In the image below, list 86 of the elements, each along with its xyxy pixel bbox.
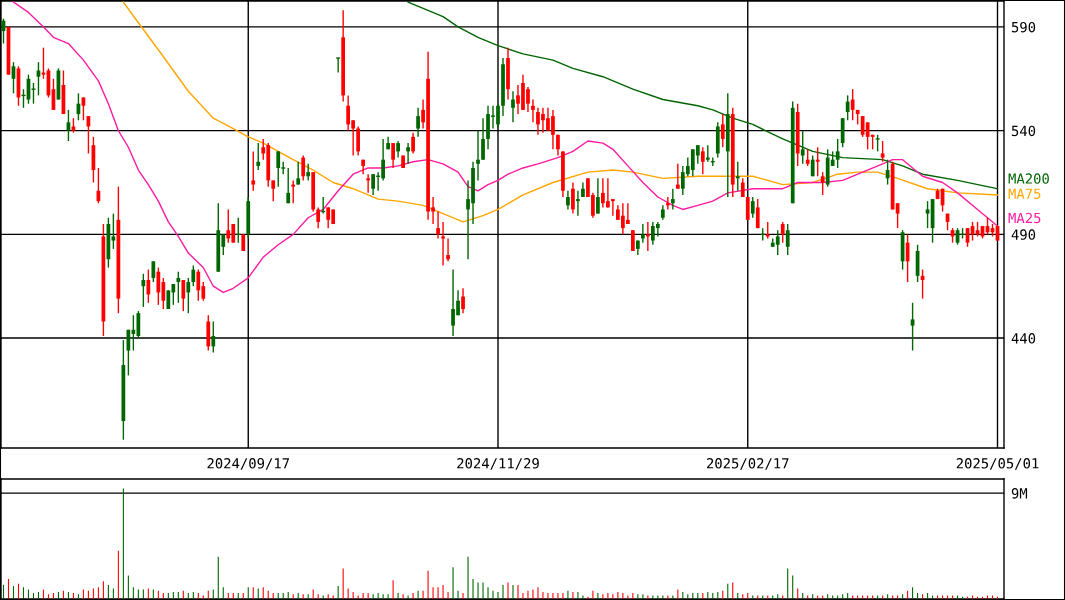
candlestick — [700, 146, 705, 175]
candlestick — [670, 188, 675, 211]
candlestick — [335, 57, 341, 74]
candlestick — [845, 94, 850, 121]
candlestick — [326, 206, 331, 229]
x-tick-label: 2024/11/29 — [457, 458, 539, 470]
candlestick — [256, 142, 261, 171]
candlestick — [411, 132, 415, 155]
candlestick — [346, 94, 351, 132]
candlestick — [141, 273, 146, 308]
y-tick-label: 540 — [1011, 125, 1036, 137]
candlestick — [186, 277, 191, 314]
candlestick — [441, 221, 445, 267]
candlestick — [910, 302, 915, 352]
candlestick — [835, 138, 840, 169]
series-label: MA25 — [1008, 212, 1041, 224]
candlestick — [640, 223, 645, 244]
series-label: MA200 — [1008, 173, 1049, 184]
candlestick — [316, 206, 321, 229]
y-tick-label: 490 — [1011, 229, 1036, 240]
y-tick-label: 590 — [1011, 21, 1036, 33]
candlestick — [111, 212, 116, 250]
x-tick-label: 2025/02/17 — [706, 458, 789, 470]
candlestick — [126, 329, 131, 377]
candlestick — [750, 196, 755, 219]
candlestick — [780, 221, 785, 244]
candlestick — [631, 229, 635, 252]
candlestick — [436, 210, 440, 240]
candlestick — [815, 146, 820, 177]
candlestick — [735, 161, 740, 192]
candlestick — [36, 61, 41, 97]
candlestick — [446, 237, 450, 263]
candlestick — [481, 117, 485, 161]
candlestick — [406, 142, 410, 165]
candlestick — [191, 264, 196, 287]
candlestick — [596, 177, 600, 215]
candlestick — [665, 196, 670, 211]
candlestick — [306, 163, 311, 182]
candlestick — [755, 198, 760, 229]
candlestick — [271, 179, 276, 202]
candlestick — [30, 82, 37, 105]
candlestick — [925, 200, 930, 229]
candlestick — [611, 198, 615, 217]
line-series — [122, 1, 999, 223]
candlestick — [775, 229, 780, 256]
candlestick — [566, 190, 570, 211]
candlestick — [146, 268, 151, 304]
candlestick — [850, 88, 855, 121]
candlestick — [745, 196, 750, 221]
candlestick — [296, 161, 301, 186]
candlestick — [196, 268, 201, 302]
candlestick — [416, 107, 420, 138]
candlestick — [655, 221, 660, 238]
candlestick — [151, 260, 156, 283]
candlestick — [366, 173, 371, 194]
candlestick — [571, 181, 575, 215]
candlestick — [181, 279, 186, 312]
candlestick — [461, 287, 465, 314]
candlestick — [251, 150, 256, 192]
candlestick — [800, 129, 805, 165]
candlestick — [211, 320, 216, 354]
candlestick — [291, 179, 296, 204]
candlestick — [820, 171, 825, 196]
candlestick — [645, 221, 650, 252]
candlestick — [276, 150, 281, 188]
series-label: MA75 — [1008, 188, 1041, 200]
candlestick — [176, 270, 181, 304]
candlestick — [675, 163, 680, 190]
candlestick — [286, 167, 291, 204]
candlestick — [785, 223, 790, 256]
candlestick — [301, 154, 306, 182]
y-tick-label: 440 — [1011, 333, 1036, 344]
candlestick — [476, 129, 480, 182]
candlestick — [720, 113, 725, 148]
x-tick-label: 2024/09/17 — [207, 458, 290, 470]
candlestick — [531, 98, 535, 124]
candlestick — [391, 142, 395, 169]
candlestick — [356, 125, 361, 157]
candlestick — [511, 90, 515, 124]
line-series — [12, 1, 999, 294]
candlestick — [226, 208, 231, 244]
candlestick — [576, 190, 580, 217]
candlestick — [156, 266, 161, 306]
x-tick-label: 2025/05/01 — [956, 458, 1039, 470]
y-tick-label: 9M — [1011, 488, 1028, 499]
candlestick — [880, 140, 885, 163]
